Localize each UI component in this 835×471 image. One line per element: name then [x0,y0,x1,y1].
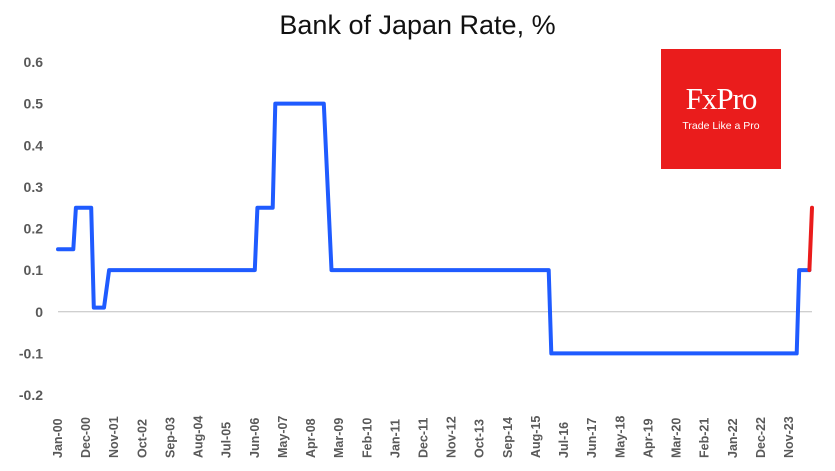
x-tick-label: Jul-05 [220,422,234,458]
series-line-1 [56,101,812,356]
x-tick-label: Jan-00 [51,418,65,458]
y-tick-label: 0.3 [24,179,44,195]
y-tick-label: 0.2 [24,221,44,237]
x-tick-label: Feb-10 [360,418,374,458]
y-tick-label: -0.1 [19,345,43,361]
series-line-2 [807,205,814,273]
x-axis: Jan-00 Dec-00 Nov-01 Oct-02 Sep-03 Aug-04 Jul-… [51,416,796,458]
x-tick-label: Oct-02 [135,419,149,458]
x-tick-label: Oct-13 [473,419,487,458]
x-tick-label: Mar-20 [670,418,684,458]
fxpro-logo: FxPro Trade Like a Pro [661,49,781,169]
x-tick-label: Dec-22 [754,417,768,458]
x-tick-label: Dec-11 [416,418,430,458]
x-tick-label: Jul-16 [557,422,571,458]
y-tick-label: -0.2 [19,387,43,403]
x-tick-label: Apr-19 [641,418,655,458]
x-tick-label: Aug-04 [192,416,206,458]
y-axis: 0.6 0.5 0.4 0.3 0.2 0.1 0 -0.1 -0.2 [19,54,43,403]
x-tick-label: Feb-21 [698,418,712,458]
x-tick-label: Nov-12 [445,416,459,458]
x-tick-label: May-18 [613,416,627,458]
logo-brand: FxPro [685,81,758,116]
chart-title: Bank of Japan Rate, % [279,10,556,40]
x-tick-label: Aug-15 [529,416,543,458]
x-tick-label: Jun-17 [585,418,599,458]
x-tick-label: Jan-11 [388,419,402,458]
y-tick-label: 0.1 [24,262,44,278]
x-tick-label: Nov-01 [107,416,121,458]
x-tick-label: Nov-23 [782,416,796,458]
y-tick-label: 0.4 [24,137,44,153]
x-tick-label: Mar-09 [332,418,346,458]
x-tick-label: Sep-14 [501,417,515,458]
y-tick-label: 0.6 [24,54,44,70]
series-lines [56,101,814,356]
y-tick-label: 0 [35,304,43,320]
y-tick-label: 0.5 [24,96,44,112]
x-tick-label: Apr-08 [304,418,318,458]
x-tick-label: May-07 [276,416,290,458]
logo-tagline: Trade Like a Pro [682,120,760,132]
x-tick-label: Sep-03 [163,417,177,458]
x-tick-label: Jun-06 [248,418,262,458]
x-tick-label: Jan-22 [726,418,740,458]
x-tick-label: Dec-00 [79,417,93,458]
